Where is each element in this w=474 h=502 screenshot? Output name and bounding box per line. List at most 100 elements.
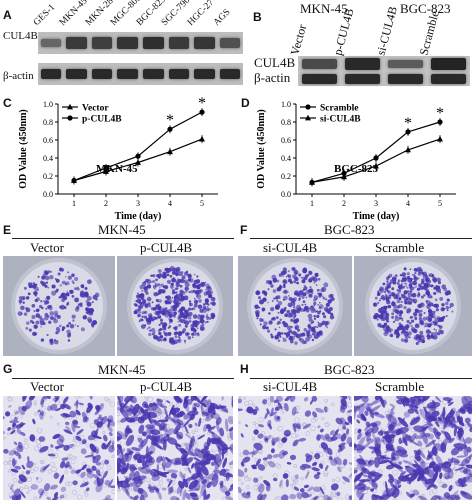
- panel-e-dish-p-cul4b-colony: [158, 286, 161, 289]
- panel-e-dish-p-cul4b-colony: [188, 277, 194, 283]
- panel-g-invasion-p-cul4b-pore: [201, 484, 205, 488]
- chart-d-point: [437, 135, 443, 142]
- panel-h-invasion-scramble-cell: [373, 443, 381, 454]
- panel-g-invasion-vector-pore: [77, 494, 83, 500]
- panel-h-invasion-si-cul4b-pore: [321, 485, 326, 490]
- panel-e-dish-p-cul4b-colony: [173, 295, 177, 299]
- panel-e-dish-p-cul4b-colony: [179, 294, 181, 297]
- panel-h-invasion-si-cul4b-cell: [267, 454, 273, 460]
- panel-g-invasion-vector-pore: [41, 405, 47, 411]
- panel-g-right-label: p-CUL4B: [140, 379, 192, 394]
- panel-g-invasion-vector-cell: [46, 405, 53, 412]
- panel-g-invasion-vector-cell: [63, 444, 70, 451]
- panel-e-dish-vector-colony: [94, 292, 100, 298]
- panel-e-dish-vector-colony: [71, 295, 75, 298]
- panel-g-invasion-vector-pore: [47, 469, 53, 474]
- panel-g-invasion-vector-cell: [9, 483, 15, 490]
- panel-h-invasion-scramble-cell: [387, 411, 395, 419]
- panel-h-invasion-scramble-cell: [399, 471, 407, 476]
- panel-h-invasion-si-cul4b-pore: [238, 396, 242, 399]
- panel-g-invasion-vector-cell: [58, 434, 65, 443]
- panel-g-invasion-p-cul4b-cell: [224, 490, 231, 497]
- panel-h-invasion-si-cul4b-pore: [306, 470, 310, 474]
- panel-g-invasion-vector-cell: [13, 441, 18, 446]
- panel-g-invasion-vector-pore: [64, 470, 68, 474]
- panel-a-cul4b-band: [194, 37, 215, 49]
- panel-g-invasion-vector-cell: [95, 461, 101, 466]
- panel-f-dish-si-cul4b-colony: [318, 304, 324, 309]
- panel-g-invasion-p-cul4b-cell: [131, 476, 137, 483]
- panel-h-invasion-si-cul4b-cell: [281, 494, 289, 500]
- panel-h-invasion-scramble-cell: [427, 450, 431, 459]
- panel-g-invasion-p-cul4b-cell: [129, 496, 134, 500]
- panel-f-dish-si-cul4b-colony: [270, 306, 275, 312]
- panel-f-dish-scramble-colony: [419, 330, 424, 335]
- panel-a-lane-label: GES-1: [32, 2, 58, 29]
- panel-f-dish-scramble-colony: [376, 301, 380, 305]
- panel-e-dish-p-cul4b-colony: [158, 331, 162, 336]
- panel-f-dish-si-cul4b-colony: [320, 288, 325, 293]
- panel-e-dish-vector-colony: [44, 275, 50, 281]
- panel-h-invasion-scramble-cell: [456, 415, 461, 423]
- panel-h-invasion-si-cul4b-cell: [265, 482, 271, 492]
- panel-f-dish-scramble-colony: [387, 290, 391, 294]
- panel-g-invasion-vector-pore: [104, 397, 108, 401]
- panel-f-dish-si-cul4b-colony: [317, 278, 321, 281]
- panel-e-dish-p-cul4b-colony: [150, 327, 156, 333]
- panel-g-invasion-p-cul4b-cell: [185, 493, 191, 500]
- panel-g-invasion-vector-cell: [12, 422, 16, 428]
- panel-g-invasion-p-cul4b-cell: [181, 457, 194, 467]
- panel-h-invasion-scramble-cell: [385, 442, 394, 451]
- panel-h-invasion-scramble-cell: [388, 430, 398, 434]
- panel-h-invasion-si-cul4b-pore: [296, 493, 300, 497]
- panel-g-invasion-p-cul4b-cell: [187, 466, 192, 474]
- panel-h-invasion-si-cul4b-cell: [238, 408, 243, 412]
- panel-f-dish-si-cul4b-colony: [287, 270, 290, 273]
- panel-e-dish-p-cul4b-colony: [192, 314, 198, 319]
- panel-g-invasion-vector-pore: [73, 456, 77, 459]
- panel-h-invasion-scramble-cell: [362, 474, 368, 478]
- panel-h-invasion-si-cul4b-cell: [346, 428, 350, 435]
- panel-g-invasion-p-cul4b-cell: [155, 457, 162, 464]
- panel-e-dish-vector-colony: [46, 333, 49, 337]
- panel-f-dish-scramble-colony: [432, 320, 435, 323]
- panel-f-dish-scramble-colony: [403, 305, 407, 310]
- panel-e-dish-p-cul4b-colony: [184, 315, 187, 318]
- panel-e-dish-p-cul4b-colony: [169, 274, 171, 277]
- panel-e-dish-vector-colony: [74, 297, 80, 303]
- panel-f-dish-scramble-colony: [392, 280, 397, 285]
- panel-h-invasion-si-cul4b-pore: [240, 481, 244, 485]
- panel-g-invasion-vector-pore: [36, 477, 42, 483]
- panel-f-dish-scramble-colony: [409, 268, 412, 271]
- panel-e-dish-p-cul4b-colony: [173, 326, 177, 330]
- panel-h-invasion-scramble-cell: [398, 437, 402, 445]
- panel-f-dish-scramble-colony: [394, 316, 400, 322]
- panel-f-dish-si-cul4b-colony: [286, 325, 292, 331]
- panel-g-invasion-vector-pore: [40, 460, 45, 465]
- panel-f-dish-scramble-colony: [398, 310, 404, 315]
- panel-g-invasion-p-cul4b-pore: [230, 464, 233, 469]
- panel-e-dish-p-cul4b-colony: [186, 332, 190, 336]
- panel-g-invasion-vector-pore: [71, 467, 76, 472]
- panel-e-dish-p-cul4b-colony: [137, 313, 141, 317]
- panel-e-dish-vector-colony: [76, 286, 79, 289]
- panel-h-invasion-scramble-pore: [392, 469, 398, 476]
- panel-h-invasion-scramble-cell: [415, 455, 422, 462]
- panel-g-invasion-vector-cell: [109, 485, 115, 489]
- panel-f-dish-si-cul4b-colony: [330, 296, 335, 302]
- panel-e-dish-p-cul4b-colony: [143, 288, 149, 293]
- panel-h-invasion-scramble-pore: [432, 488, 438, 494]
- panel-h-invasion-si-cul4b-cell: [342, 458, 348, 466]
- panel-g-invasion-vector-cell: [60, 460, 66, 469]
- panel-f-dish-si-cul4b-colony: [282, 270, 287, 275]
- panel-h-title: BGC-823: [324, 362, 375, 377]
- panel-g-invasion-vector-cell: [53, 492, 59, 498]
- panel-g-invasion-vector-cell: [25, 470, 31, 475]
- panel-f-dish-si-cul4b-colony: [267, 288, 270, 291]
- panel-g-invasion-p-cul4b-cell: [119, 458, 127, 466]
- panel-e-dish-p-cul4b-colony: [205, 315, 208, 318]
- panel-f-dish-si-cul4b-colony: [313, 301, 317, 306]
- panel-e-dish-vector-colony: [31, 315, 36, 319]
- panel-g-invasion-p-cul4b-cell: [156, 398, 163, 407]
- panel-e-dish-vector-colony: [26, 321, 30, 325]
